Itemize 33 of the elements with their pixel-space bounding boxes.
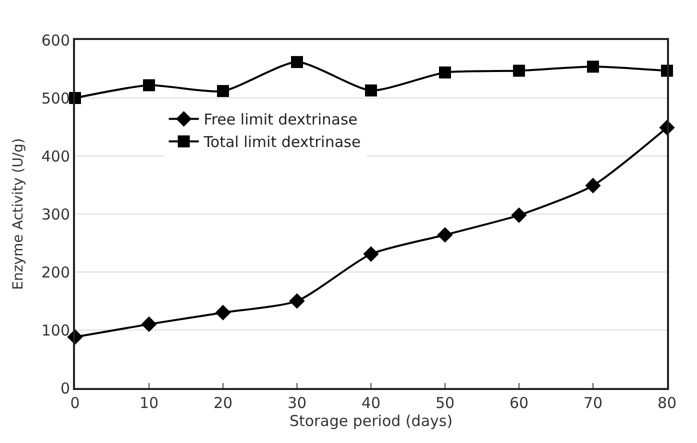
y-tick-label: 400	[41, 147, 70, 166]
point	[141, 316, 157, 332]
point	[363, 246, 379, 262]
y-tick-label: 0	[60, 379, 70, 398]
x-tick-label: 50	[435, 394, 455, 412]
y-tick-label: 500	[41, 89, 70, 108]
point	[587, 60, 599, 73]
x-tick-label: 30	[287, 394, 307, 412]
x-tick-label: 20	[213, 394, 233, 412]
point	[511, 207, 527, 223]
legend-label: Free limit dextrinase	[204, 110, 358, 129]
point	[365, 84, 377, 96]
y-axis-title: Enzyme Activity (U/g)	[10, 138, 26, 290]
x-tick-label: 70	[583, 394, 603, 412]
point	[437, 227, 453, 243]
x-tick-label: 10	[139, 394, 159, 412]
point	[217, 85, 229, 98]
x-tick-label: 80	[657, 394, 677, 412]
point	[289, 293, 305, 309]
point	[143, 79, 155, 92]
point	[439, 66, 451, 78]
legend-label: Total limit dextrinase	[202, 133, 361, 152]
x-tick-label: 40	[361, 394, 381, 412]
point	[291, 56, 303, 68]
x-tick-label: 60	[509, 394, 529, 412]
x-axis-title: Storage period (days)	[289, 412, 453, 430]
point	[215, 304, 231, 320]
point	[585, 178, 601, 194]
y-tick-label: 300	[41, 205, 70, 224]
y-tick-label: 200	[41, 263, 70, 282]
point	[513, 64, 525, 77]
y-tick-label: 100	[41, 321, 70, 340]
y-tick-label: 600	[41, 31, 70, 50]
